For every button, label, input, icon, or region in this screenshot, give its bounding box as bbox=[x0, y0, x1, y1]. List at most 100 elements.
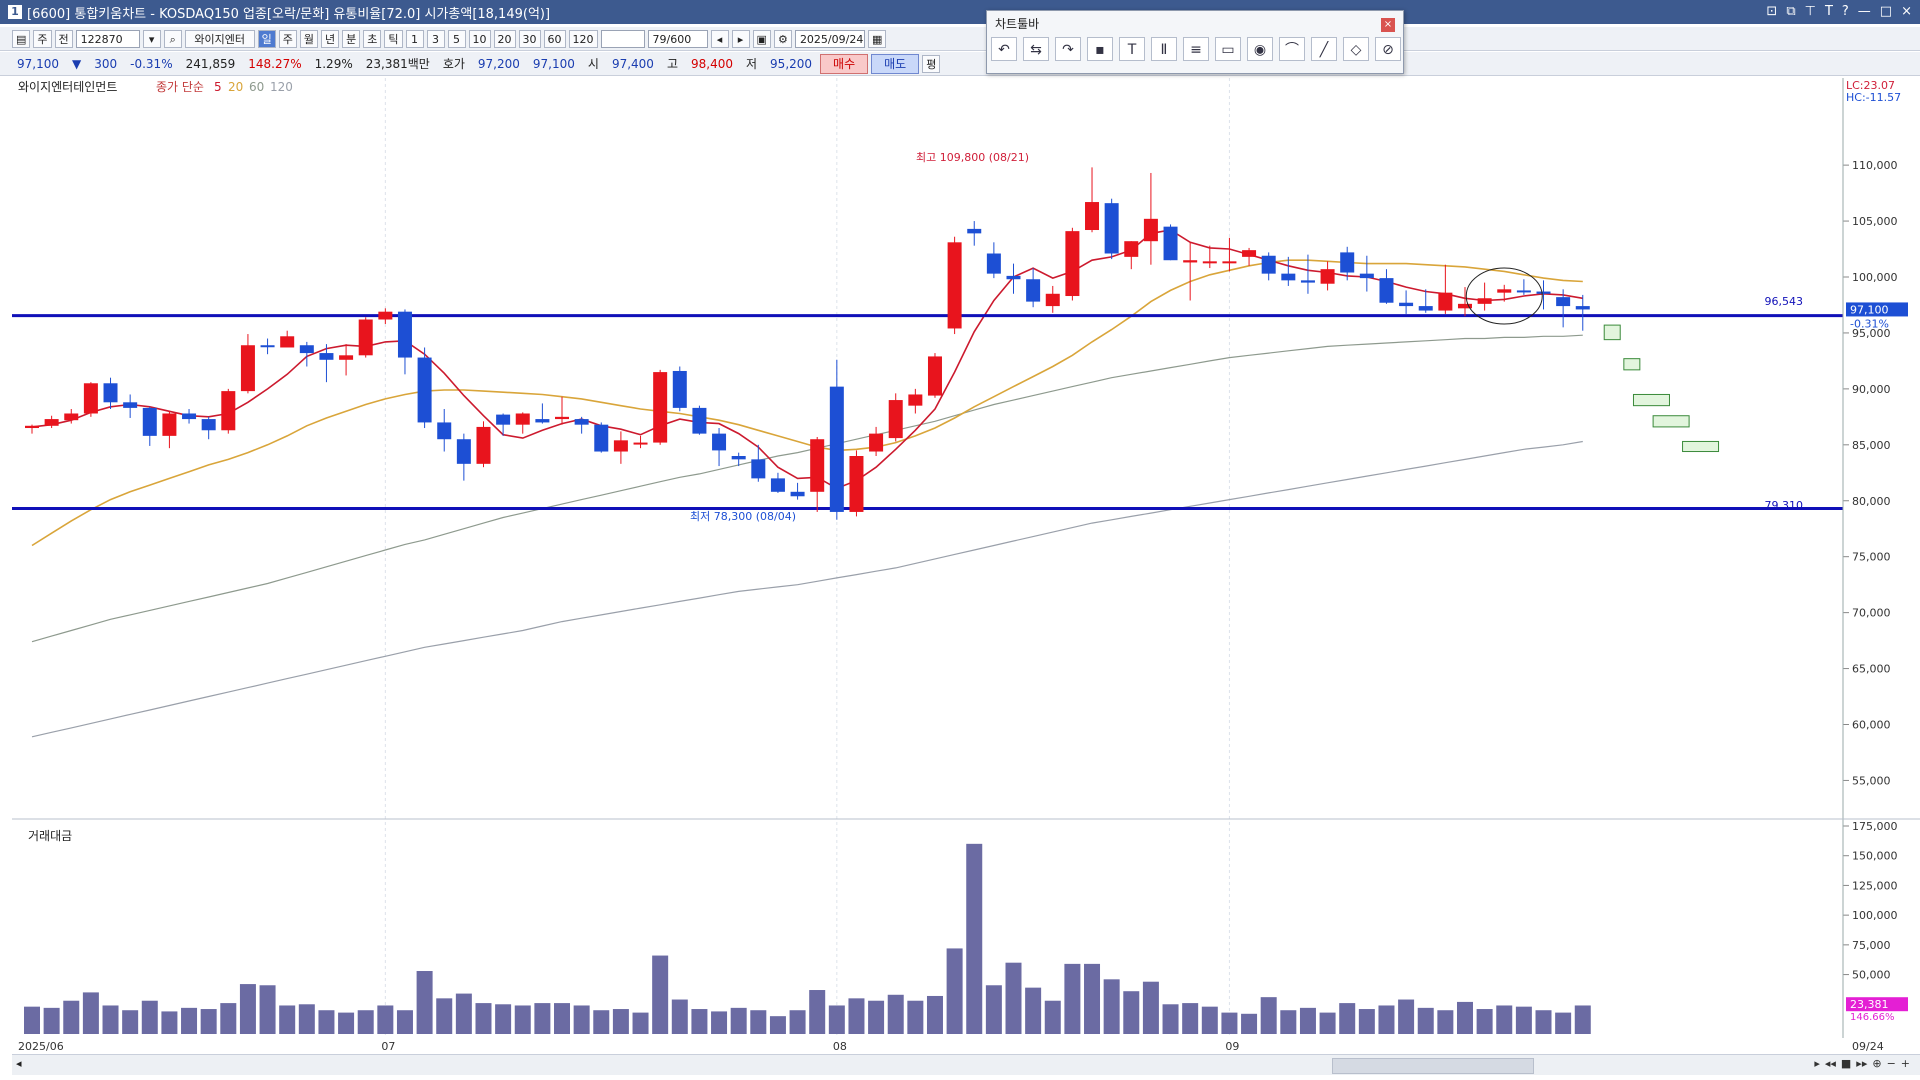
tile-icon[interactable]: ⧉ bbox=[1786, 4, 1796, 19]
interval-20[interactable]: 20 bbox=[493, 29, 516, 48]
volume-bar bbox=[593, 1010, 610, 1034]
zoom-icon[interactable]: ⊕ bbox=[1872, 1057, 1882, 1070]
volume-bar bbox=[338, 1012, 355, 1034]
tab-week[interactable]: 주 bbox=[278, 29, 297, 48]
candle-body bbox=[1418, 306, 1433, 311]
chart-scrollbar[interactable]: ◂ ▸ ◂◂ ■ ▸▸ ⊕ − + bbox=[12, 1054, 1920, 1075]
swap-icon[interactable]: ⇆ bbox=[1023, 37, 1049, 61]
chart-labels: 와이지엔터테인먼트 종가 단순 5 20 60 120 거래대금 최고 109,… bbox=[18, 79, 1908, 1023]
interval-120[interactable]: 120 bbox=[568, 29, 598, 48]
scroll-left-icon[interactable]: ◂ bbox=[16, 1057, 22, 1070]
eval-button[interactable]: 평 bbox=[922, 54, 941, 73]
text-tool-icon[interactable]: T bbox=[1119, 37, 1145, 61]
box-tool-icon[interactable]: ▭ bbox=[1215, 37, 1241, 61]
volume-bar bbox=[652, 955, 669, 1034]
high-value: 98,400 bbox=[691, 56, 733, 71]
font-icon[interactable]: T bbox=[1824, 4, 1833, 19]
chart-toolbar-popup[interactable]: 차트툴바 × ↶ ⇆ ↷ ▪ T Ⅱ ≡ ▭ ◉ ⌒ ╱ ◇ ⊘ bbox=[986, 10, 1404, 74]
candle-body bbox=[927, 356, 942, 396]
candle-body bbox=[378, 311, 393, 320]
sell-button[interactable]: 매도 bbox=[871, 53, 920, 74]
price-value: 97,100 bbox=[17, 56, 59, 71]
undo-icon[interactable]: ↶ bbox=[991, 37, 1017, 61]
high-label: 고 bbox=[666, 57, 678, 71]
zoom-in-icon[interactable]: + bbox=[1900, 1057, 1910, 1070]
rewind-icon[interactable]: ◂◂ bbox=[1824, 1057, 1836, 1070]
volume-tag-box bbox=[1846, 997, 1908, 1012]
close-button[interactable]: × bbox=[1901, 4, 1912, 19]
layout-menu-icon[interactable]: ▤ bbox=[12, 29, 31, 48]
prev-icon[interactable]: ◂ bbox=[710, 29, 729, 48]
volume-bar bbox=[926, 995, 943, 1034]
layout-icon[interactable]: ⊡ bbox=[1766, 4, 1778, 19]
price-tick-label: 110,000 bbox=[1852, 159, 1898, 172]
volume-bar bbox=[161, 1011, 178, 1034]
open-value: 97,400 bbox=[611, 56, 654, 71]
date-input[interactable]: 2025/09/24 bbox=[794, 29, 865, 48]
buy-button[interactable]: 매수 bbox=[820, 53, 869, 74]
count-input[interactable]: 79/600 bbox=[647, 29, 708, 48]
erase-all-icon[interactable]: ⊘ bbox=[1375, 37, 1401, 61]
settings-icon[interactable]: ⚙ bbox=[773, 29, 792, 48]
price-chart[interactable]: 55,000 60,000 65,000 70,000 75,000 80,000 85,0… bbox=[0, 76, 1920, 1054]
interval-1[interactable]: 1 bbox=[405, 29, 424, 48]
interval-3[interactable]: 3 bbox=[426, 29, 445, 48]
save-icon[interactable]: ▣ bbox=[752, 29, 771, 48]
candle-body bbox=[1124, 241, 1139, 257]
period-mode-select[interactable]: 주 bbox=[33, 29, 52, 48]
circle-tool-icon[interactable]: ◉ bbox=[1247, 37, 1273, 61]
tab-year[interactable]: 년 bbox=[321, 29, 340, 48]
volume-bar bbox=[259, 985, 276, 1034]
date-label: 09/24 bbox=[1852, 1040, 1884, 1053]
custom-interval-input[interactable] bbox=[600, 29, 645, 48]
candle-tool-icon[interactable]: Ⅱ bbox=[1151, 37, 1177, 61]
trendline-tool-icon[interactable]: ╱ bbox=[1311, 37, 1337, 61]
help-icon[interactable]: ? bbox=[1841, 4, 1849, 19]
curve-tool-icon[interactable]: ⌒ bbox=[1279, 37, 1305, 61]
lines-tool-icon[interactable]: ≡ bbox=[1183, 37, 1209, 61]
redo-icon[interactable]: ↷ bbox=[1055, 37, 1081, 61]
ma60-period: 60 bbox=[249, 80, 264, 94]
code-dropdown-icon[interactable]: ▾ bbox=[142, 29, 161, 48]
tab-tick[interactable]: 틱 bbox=[384, 29, 403, 48]
volume-bar bbox=[966, 843, 983, 1034]
scroll-right-icon[interactable]: ▸ bbox=[1814, 1057, 1820, 1070]
scroll-thumb[interactable] bbox=[1332, 1058, 1534, 1074]
next-icon[interactable]: ▸ bbox=[731, 29, 750, 48]
pin-icon[interactable]: ⊤ bbox=[1804, 4, 1816, 19]
interval-5[interactable]: 5 bbox=[447, 29, 466, 48]
interval-30[interactable]: 30 bbox=[518, 29, 541, 48]
ask-value: 97,200 bbox=[477, 56, 520, 71]
forecast-box bbox=[1603, 324, 1621, 341]
maximize-button[interactable]: □ bbox=[1879, 4, 1893, 19]
price-tag-text: 97,100 bbox=[1850, 303, 1889, 316]
tab-day[interactable]: 일 bbox=[257, 29, 276, 48]
calendar-icon[interactable]: ▦ bbox=[867, 29, 887, 48]
minimize-button[interactable]: — bbox=[1857, 4, 1871, 19]
candle-body bbox=[1183, 260, 1198, 263]
price-tick-label: 80,000 bbox=[1852, 495, 1891, 508]
stop-icon[interactable]: ■ bbox=[1840, 1057, 1852, 1070]
volume-bar bbox=[907, 1000, 924, 1034]
volume-bar bbox=[475, 1003, 492, 1034]
stock-name-field[interactable]: 와이지엔터 bbox=[184, 29, 255, 48]
search-icon[interactable]: ⌕ bbox=[163, 29, 182, 48]
date-label: 09 bbox=[1225, 1040, 1239, 1053]
volume-bar bbox=[181, 1007, 198, 1034]
eraser-icon[interactable]: ◇ bbox=[1343, 37, 1369, 61]
volume-bar bbox=[1437, 1010, 1454, 1034]
volume-bar bbox=[1084, 963, 1101, 1034]
tab-month[interactable]: 월 bbox=[299, 29, 319, 48]
color-icon[interactable]: ▪ bbox=[1087, 37, 1113, 61]
interval-60[interactable]: 60 bbox=[543, 29, 566, 48]
tab-second[interactable]: 초 bbox=[363, 29, 382, 48]
zoom-out-icon[interactable]: − bbox=[1886, 1057, 1896, 1070]
interval-10[interactable]: 10 bbox=[468, 29, 491, 48]
code-type-select[interactable]: 전 bbox=[54, 29, 73, 48]
tab-minute[interactable]: 분 bbox=[342, 29, 361, 48]
candle-body bbox=[397, 311, 412, 358]
forward-icon[interactable]: ▸▸ bbox=[1856, 1057, 1868, 1070]
down-arrow-icon: ▼ bbox=[72, 56, 82, 71]
popup-close-button[interactable]: × bbox=[1381, 18, 1395, 32]
stock-code-input[interactable]: 122870 bbox=[75, 29, 140, 48]
